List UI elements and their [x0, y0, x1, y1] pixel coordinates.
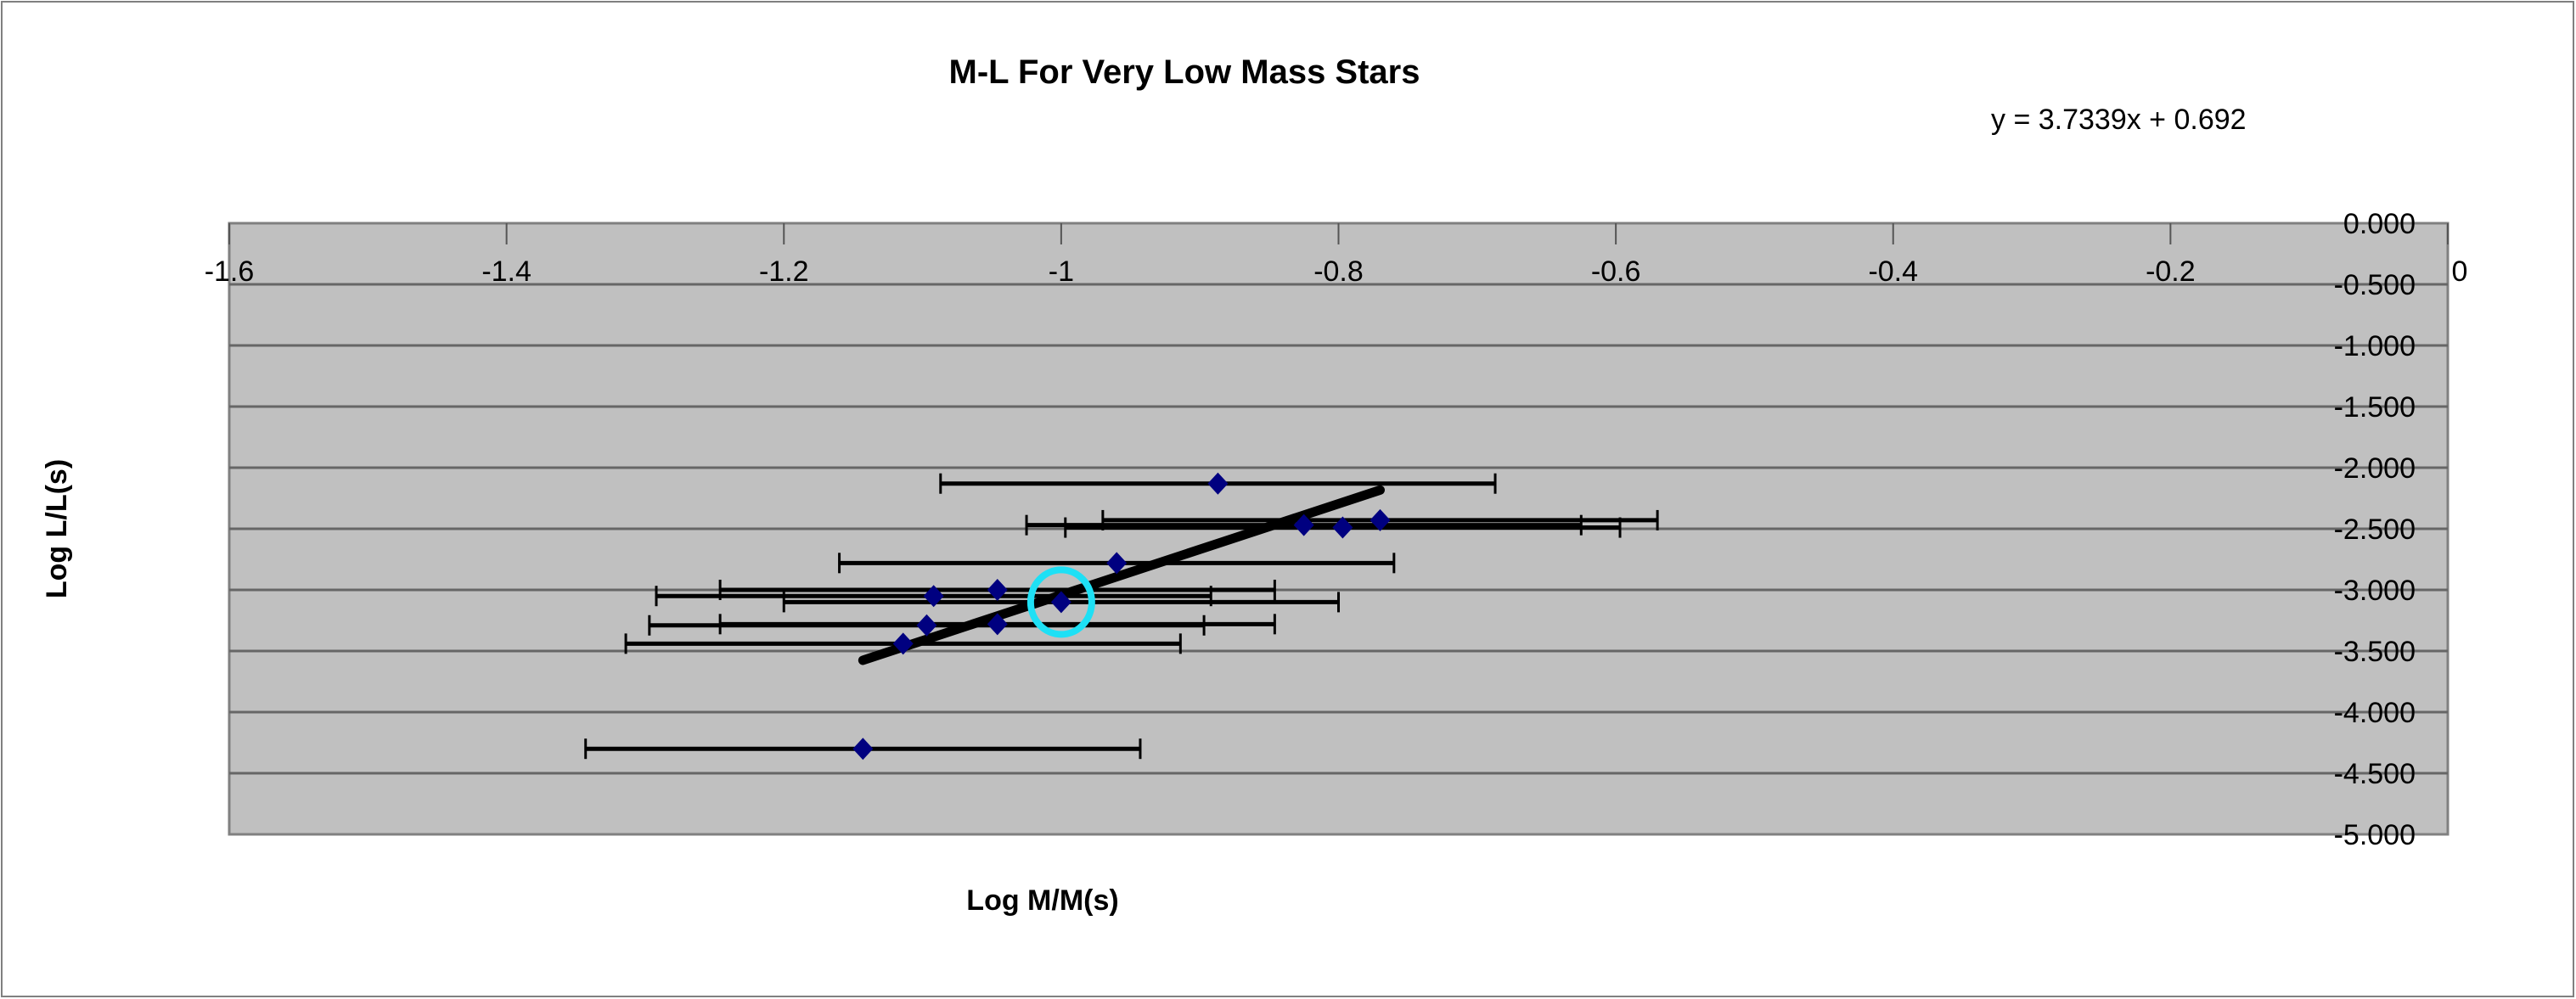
data-point: [987, 579, 1008, 601]
data-point: [852, 738, 874, 760]
data-point: [923, 585, 944, 608]
data-point: [1106, 552, 1128, 575]
y-tick-label: -2.500: [2334, 514, 2416, 546]
trendline-equation: y = 3.7339x + 0.692: [1991, 104, 2247, 136]
y-axis-title: Log L/L(s): [41, 459, 73, 598]
data-point: [1050, 591, 1071, 614]
data-point: [987, 613, 1008, 636]
data-point: [916, 614, 937, 637]
x-tick-label: -0.4: [1868, 255, 1918, 288]
x-tick-label: -0.6: [1591, 255, 1641, 288]
data-point: [1370, 508, 1391, 531]
x-tick-label: -0.2: [2146, 255, 2196, 288]
x-tick-label: -1.2: [759, 255, 809, 288]
y-tick-label: -1.000: [2334, 330, 2416, 362]
data-point: [1332, 516, 1353, 539]
y-tick-label: -5.000: [2334, 819, 2416, 851]
y-tick-label: -4.000: [2334, 697, 2416, 729]
chart-title: M-L For Very Low Mass Stars: [949, 53, 1420, 91]
x-axis-title: Log M/M(s): [966, 884, 1118, 917]
y-tick-label: -4.500: [2334, 758, 2416, 790]
highlight-circle: [1026, 566, 1095, 638]
y-tick-label: -1.500: [2334, 391, 2416, 424]
data-point: [1207, 472, 1229, 495]
data-point: [892, 632, 914, 655]
y-tick-label: -2.000: [2334, 452, 2416, 485]
x-tick-label: -1: [1049, 255, 1074, 288]
trendline: [858, 485, 1385, 665]
data-point: [1293, 514, 1314, 536]
x-tick-label: 0: [2452, 255, 2468, 288]
x-tick-label: -1.6: [205, 255, 255, 288]
y-tick-label: 0.000: [2343, 208, 2416, 240]
y-tick-label: -0.500: [2334, 269, 2416, 301]
x-tick-label: -1.4: [481, 255, 532, 288]
y-tick-label: -3.500: [2334, 636, 2416, 668]
y-tick-label: -3.000: [2334, 575, 2416, 607]
x-tick-label: -0.8: [1313, 255, 1364, 288]
